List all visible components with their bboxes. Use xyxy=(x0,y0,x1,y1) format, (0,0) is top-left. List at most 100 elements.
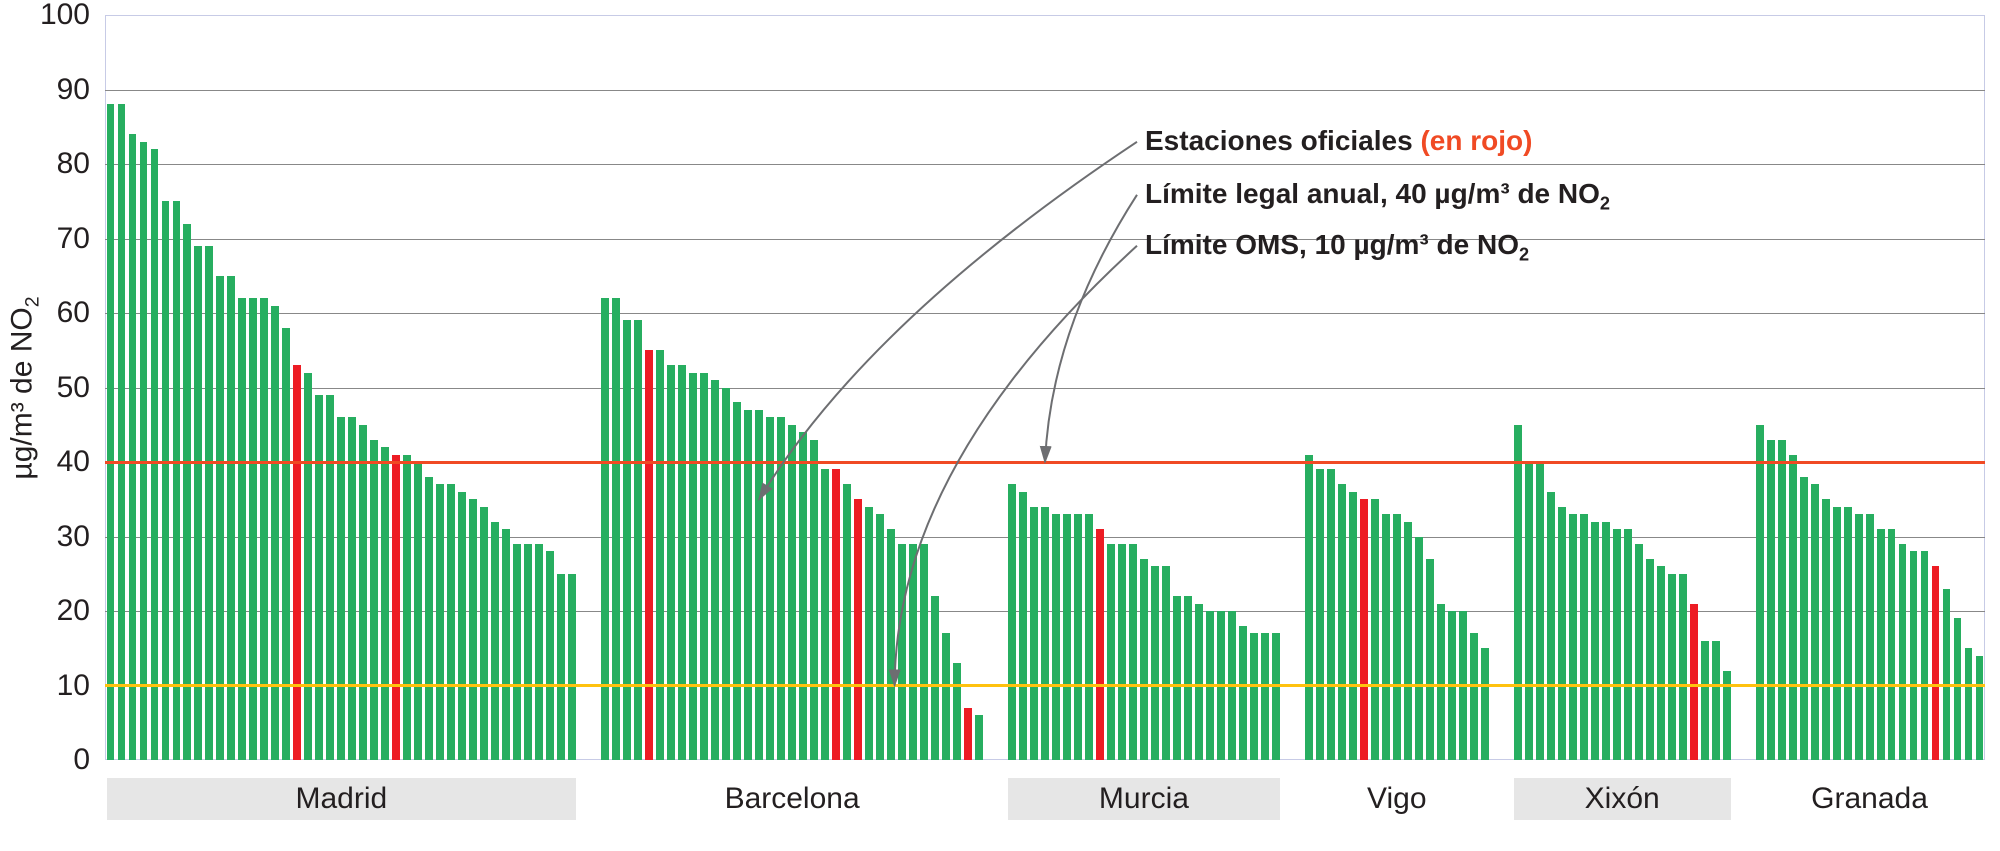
bar-station xyxy=(1382,514,1390,760)
bar-station xyxy=(359,425,367,760)
bar-station xyxy=(1349,492,1357,760)
reference-line-who-limit xyxy=(105,684,1985,687)
bar-station xyxy=(1173,596,1181,760)
bar-station xyxy=(1415,537,1423,761)
bar-station xyxy=(162,201,170,760)
bar-station xyxy=(1250,633,1258,760)
bar-station xyxy=(469,499,477,760)
gridline xyxy=(105,239,1985,240)
bar-station xyxy=(1921,551,1929,760)
bar-station xyxy=(623,320,631,760)
bar-station xyxy=(568,574,576,760)
bar-station xyxy=(1404,522,1412,760)
bar-station xyxy=(1129,544,1137,760)
bar-station xyxy=(304,373,312,760)
bar-station xyxy=(700,373,708,760)
bar-station xyxy=(480,507,488,760)
city-label: Murcia xyxy=(1008,778,1280,820)
bar-station xyxy=(524,544,532,760)
bar-station xyxy=(249,298,257,760)
bar-station xyxy=(271,306,279,760)
bar-station xyxy=(1162,566,1170,760)
bar-station xyxy=(1305,455,1313,760)
bar-station xyxy=(843,484,851,760)
bar-station xyxy=(118,104,126,760)
bar-station xyxy=(337,417,345,760)
bar-station xyxy=(1140,559,1148,760)
y-tick-label: 10 xyxy=(0,669,90,703)
bar-official-station xyxy=(645,350,653,760)
bar-station xyxy=(282,328,290,760)
bar-station xyxy=(1899,544,1907,760)
bar-station xyxy=(502,529,510,760)
bar-station xyxy=(1602,522,1610,760)
city-label: Granada xyxy=(1756,778,1984,820)
bar-station xyxy=(898,544,906,760)
bar-station xyxy=(1184,596,1192,760)
bar-station xyxy=(1074,514,1082,760)
bar-station xyxy=(491,522,499,760)
bar-station xyxy=(887,529,895,760)
bar-station xyxy=(194,246,202,760)
bar-station xyxy=(326,395,334,760)
bar-station xyxy=(1976,656,1984,760)
bar-station xyxy=(183,224,191,760)
city-label: Barcelona xyxy=(601,778,983,820)
bar-station xyxy=(381,447,389,760)
bar-station xyxy=(1030,507,1038,760)
bar-station xyxy=(1041,507,1049,760)
annotation-limite-oms: Límite OMS, 10 µg/m³ de NO2 xyxy=(1145,229,1529,266)
bar-station xyxy=(1151,566,1159,760)
bar-station xyxy=(348,417,356,760)
bar-station xyxy=(601,298,609,760)
bar-station xyxy=(953,663,961,760)
bar-station xyxy=(810,440,818,760)
bar-station xyxy=(1668,574,1676,760)
bar-station xyxy=(612,298,620,760)
bar-official-station xyxy=(1932,566,1940,760)
bar-station xyxy=(1679,574,1687,760)
bar-station xyxy=(1580,514,1588,760)
bar-official-station xyxy=(854,499,862,760)
bar-station xyxy=(1800,477,1808,760)
gridline xyxy=(105,313,1985,314)
bar-station xyxy=(1778,440,1786,760)
bar-station xyxy=(689,373,697,760)
gridline xyxy=(105,164,1985,165)
bar-station xyxy=(1316,469,1324,760)
bar-station xyxy=(1393,514,1401,760)
bar-official-station xyxy=(293,365,301,760)
bar-station xyxy=(1965,648,1973,760)
bar-station xyxy=(1261,633,1269,760)
bar-station xyxy=(447,484,455,760)
bar-station xyxy=(1701,641,1709,760)
y-tick-label: 20 xyxy=(0,594,90,628)
bar-station xyxy=(1712,641,1720,760)
bar-station xyxy=(425,477,433,760)
y-tick-label: 100 xyxy=(0,0,90,32)
bar-station xyxy=(1635,544,1643,760)
bar-station xyxy=(1613,529,1621,760)
bar-station xyxy=(1327,469,1335,760)
bar-station xyxy=(1371,499,1379,760)
bar-station xyxy=(458,492,466,760)
bar-station xyxy=(1789,455,1797,760)
bar-station xyxy=(205,246,213,760)
y-tick-label: 90 xyxy=(0,73,90,107)
bar-station xyxy=(1844,507,1852,760)
bar-station xyxy=(107,104,115,760)
bar-station xyxy=(931,596,939,760)
bar-station xyxy=(711,380,719,760)
bar-station xyxy=(1338,484,1346,760)
bar-station xyxy=(1877,529,1885,760)
bar-station xyxy=(1195,604,1203,760)
bar-station xyxy=(788,425,796,760)
bar-station xyxy=(1646,559,1654,760)
bar-station xyxy=(1118,544,1126,760)
y-tick-label: 30 xyxy=(0,520,90,554)
bar-official-station xyxy=(1096,529,1104,760)
bar-station xyxy=(799,432,807,760)
bar-station xyxy=(140,142,148,760)
bar-station xyxy=(238,298,246,760)
bar-station xyxy=(1514,425,1522,760)
